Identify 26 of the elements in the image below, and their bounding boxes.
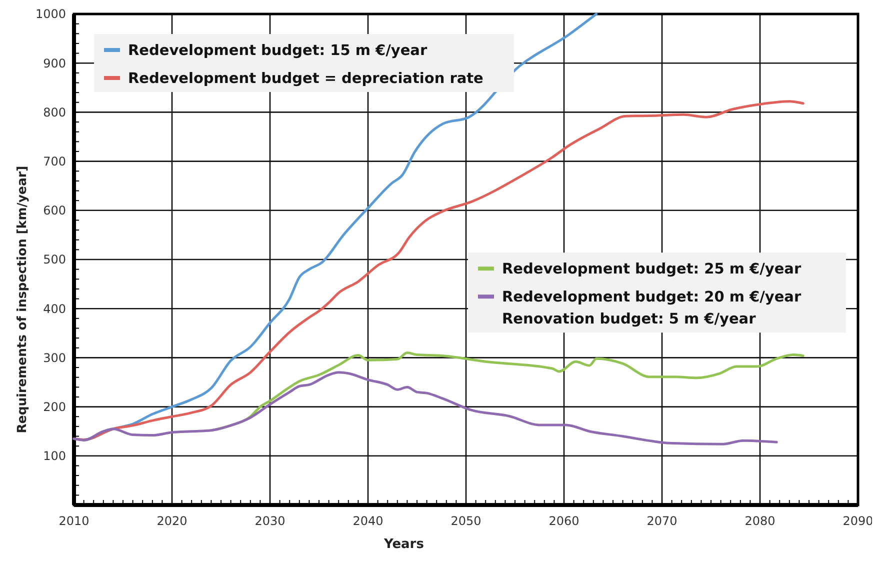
x-tick-label: 2020: [156, 514, 188, 528]
y-tick-label: 600: [43, 204, 66, 218]
line-series: [72, 371, 778, 446]
y-axis-title: Requirements of inspection [km/year]: [14, 166, 29, 434]
y-tick-label: 900: [43, 56, 66, 70]
line-series: [72, 100, 804, 441]
x-axis-title: Years: [383, 537, 424, 552]
legend-label: Redevelopment budget: 20 m €/year Renovation budget: 5 m €/year: [502, 290, 802, 328]
x-tick-label: 2040: [352, 514, 384, 528]
legend-label: Redevelopment budget: 15 m €/year: [128, 43, 428, 59]
y-tick-label: 200: [43, 400, 66, 414]
y-tick-label: 400: [43, 302, 66, 316]
x-tick-label: 2080: [744, 514, 776, 528]
x-tick-label: 2010: [58, 514, 90, 528]
y-tick-label: 100: [43, 449, 66, 464]
y-tick-label: 1000: [35, 7, 66, 22]
y-tick-label: 800: [43, 105, 66, 120]
x-tick-label: 2070: [646, 514, 678, 528]
legend-label: Redevelopment budget: 25 m €/year: [502, 262, 802, 278]
x-tick-label: 2030: [254, 514, 286, 528]
y-tick-label: 300: [43, 350, 66, 365]
x-tick-label: 2060: [548, 514, 580, 528]
y-tick-label: 500: [43, 252, 66, 267]
x-tick-label: 2050: [450, 514, 482, 528]
legend-label: Redevelopment budget = depreciation rate: [128, 71, 484, 87]
y-tick-label: 700: [43, 154, 66, 168]
